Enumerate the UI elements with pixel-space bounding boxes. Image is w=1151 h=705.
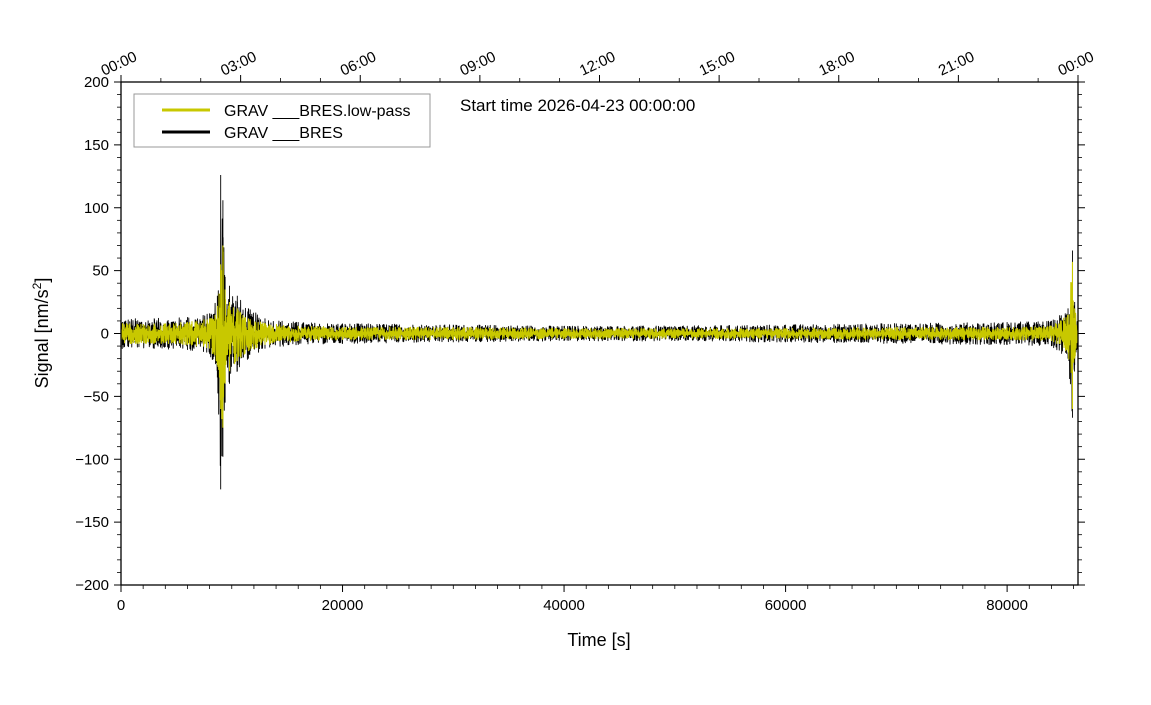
y-axis-title-sup: 2 <box>30 282 44 289</box>
y-axis-title-end: ] <box>32 278 52 283</box>
legend-box <box>133 93 431 148</box>
x-tick-label: 60000 <box>765 597 807 614</box>
top-tick-label: 03:00 <box>218 48 259 79</box>
y-tick-label: 50 <box>92 263 109 280</box>
y-tick-label: −50 <box>84 388 109 405</box>
series-layer <box>121 175 1078 490</box>
x-tick-label: 0 <box>117 597 125 614</box>
y-tick-label: −150 <box>75 514 109 531</box>
legend-label-raw: GRAV ___BRES <box>224 125 343 142</box>
legend: GRAV ___BRES.low-pass GRAV ___BRES <box>133 93 431 148</box>
y-tick-label: −200 <box>75 577 109 594</box>
y-axis-title: Signal [nm/s2] <box>30 278 52 389</box>
y-tick-label: 200 <box>84 74 109 91</box>
top-tick-label: 21:00 <box>936 48 977 79</box>
top-tick-label: 06:00 <box>338 48 379 79</box>
y-tick-label: 100 <box>84 200 109 217</box>
top-tick-label: 15:00 <box>697 48 738 79</box>
top-tick-label: 00:00 <box>1055 48 1096 79</box>
y-tick-label: −100 <box>75 451 109 468</box>
top-tick-label: 09:00 <box>457 48 498 79</box>
x-tick-label: 80000 <box>986 597 1028 614</box>
y-tick-label: 150 <box>84 137 109 154</box>
y-axis-title-main: Signal [nm/s <box>32 289 52 388</box>
top-tick-label: 00:00 <box>98 48 139 79</box>
top-tick-label: 18:00 <box>816 48 857 79</box>
ticks-layer <box>114 75 1085 592</box>
series-line-lowpass <box>121 245 1078 428</box>
x-tick-label: 40000 <box>543 597 585 614</box>
chart-title: Start time 2026-04-23 00:00:00 <box>460 96 695 115</box>
top-tick-label: 12:00 <box>577 48 618 79</box>
x-tick-label: 20000 <box>322 597 364 614</box>
y-tick-label: 0 <box>101 326 109 343</box>
legend-label-lowpass: GRAV ___BRES.low-pass <box>224 103 410 120</box>
x-axis-title: Time [s] <box>567 630 630 650</box>
